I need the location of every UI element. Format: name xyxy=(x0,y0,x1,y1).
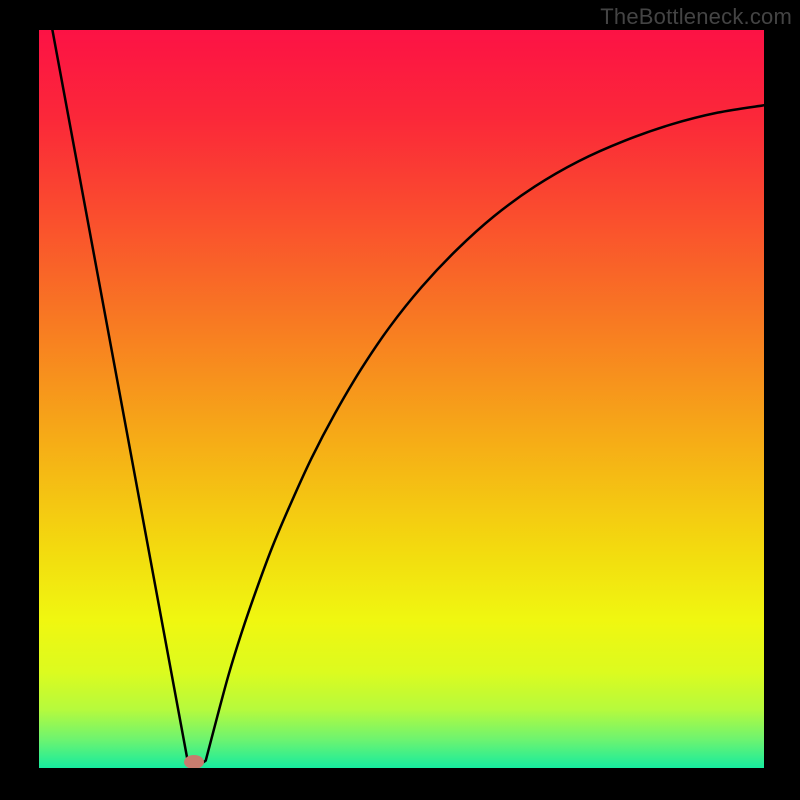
chart-stage: TheBottleneck.com xyxy=(0,0,800,800)
frame-bar-bottom xyxy=(0,768,800,800)
frame-bar-left xyxy=(0,0,39,800)
chart-svg xyxy=(0,0,800,800)
frame-bar-top xyxy=(0,0,800,30)
plot-background xyxy=(39,30,764,768)
current-point-marker xyxy=(184,755,204,769)
frame-bar-right xyxy=(764,0,800,800)
